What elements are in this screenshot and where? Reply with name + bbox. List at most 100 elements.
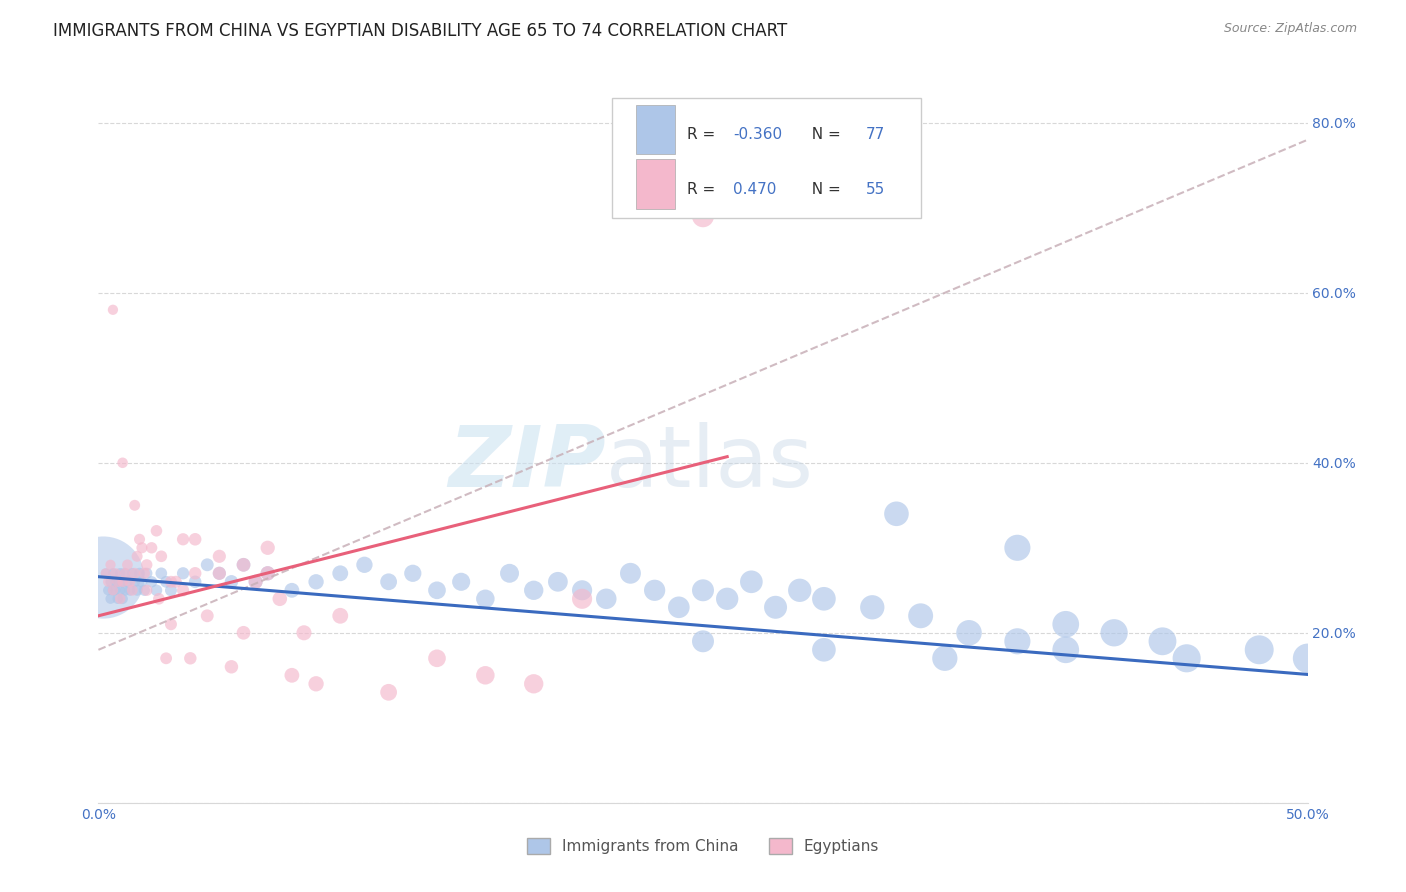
Point	[692, 209, 714, 223]
Point	[127, 549, 149, 564]
Point	[934, 651, 956, 665]
Point	[94, 566, 117, 581]
Point	[245, 574, 267, 589]
Point	[184, 533, 207, 547]
Point	[595, 591, 617, 606]
Point	[256, 566, 278, 581]
Point	[474, 591, 496, 606]
Point	[547, 574, 569, 589]
Point	[124, 498, 146, 512]
Point	[426, 651, 449, 665]
Point	[523, 677, 546, 691]
Point	[107, 591, 129, 606]
Point	[127, 583, 149, 598]
Point	[740, 574, 762, 589]
Point	[353, 558, 375, 572]
Point	[135, 566, 157, 581]
FancyBboxPatch shape	[637, 159, 675, 209]
Point	[108, 583, 131, 598]
Point	[957, 625, 980, 640]
Point	[101, 566, 124, 581]
Point	[121, 583, 143, 598]
Point	[692, 634, 714, 648]
Text: IMMIGRANTS FROM CHINA VS EGYPTIAN DISABILITY AGE 65 TO 74 CORRELATION CHART: IMMIGRANTS FROM CHINA VS EGYPTIAN DISABI…	[53, 22, 787, 40]
Point	[1007, 634, 1029, 648]
Point	[789, 583, 811, 598]
Point	[135, 583, 157, 598]
Point	[281, 668, 304, 682]
Text: 77: 77	[866, 128, 886, 143]
Point	[292, 625, 315, 640]
Point	[134, 583, 156, 598]
Text: 55: 55	[866, 182, 886, 197]
Point	[256, 541, 278, 555]
Point	[860, 600, 883, 615]
Point	[402, 566, 425, 581]
Point	[813, 642, 835, 657]
Point	[208, 566, 231, 581]
Point	[117, 574, 139, 589]
Point	[101, 583, 124, 598]
Point	[523, 583, 546, 598]
Point	[128, 533, 150, 547]
Point	[232, 558, 254, 572]
Point	[305, 677, 328, 691]
Point	[208, 566, 231, 581]
Point	[619, 566, 641, 581]
Point	[145, 583, 167, 598]
Point	[256, 566, 278, 581]
Text: 0.470: 0.470	[734, 182, 776, 197]
Point	[474, 668, 496, 682]
Point	[111, 591, 134, 606]
Point	[97, 583, 120, 598]
Point	[765, 600, 787, 615]
Point	[498, 566, 520, 581]
Point	[1102, 625, 1125, 640]
Text: ZIP: ZIP	[449, 422, 606, 505]
Point	[155, 651, 177, 665]
Point	[155, 574, 177, 589]
Point	[101, 583, 124, 598]
Point	[232, 558, 254, 572]
Point	[97, 574, 120, 589]
Point	[160, 617, 183, 632]
Point	[1249, 642, 1271, 657]
Point	[165, 574, 187, 589]
Point	[108, 591, 131, 606]
Point	[91, 570, 114, 584]
Point	[160, 574, 183, 589]
Point	[150, 566, 173, 581]
Point	[117, 558, 139, 572]
Point	[1054, 642, 1077, 657]
Point	[668, 600, 690, 615]
Point	[172, 583, 194, 598]
Point	[245, 574, 267, 589]
Text: R =: R =	[688, 182, 725, 197]
Point	[128, 566, 150, 581]
Point	[813, 591, 835, 606]
Point	[1054, 617, 1077, 632]
Point	[221, 574, 243, 589]
Point	[1007, 541, 1029, 555]
Point	[141, 574, 163, 589]
Point	[221, 660, 243, 674]
Point	[94, 566, 117, 581]
Point	[111, 574, 134, 589]
Point	[571, 583, 593, 598]
Point	[124, 574, 146, 589]
Point	[910, 608, 932, 623]
Point	[692, 583, 714, 598]
FancyBboxPatch shape	[613, 98, 921, 218]
Text: atlas: atlas	[606, 422, 814, 505]
Point	[100, 591, 122, 606]
Point	[269, 591, 291, 606]
Point	[195, 558, 218, 572]
Point	[1175, 651, 1198, 665]
Point	[111, 456, 134, 470]
Point	[104, 574, 127, 589]
Text: Source: ZipAtlas.com: Source: ZipAtlas.com	[1223, 22, 1357, 36]
Point	[172, 533, 194, 547]
Point	[172, 566, 194, 581]
Point	[131, 574, 153, 589]
Point	[134, 566, 156, 581]
